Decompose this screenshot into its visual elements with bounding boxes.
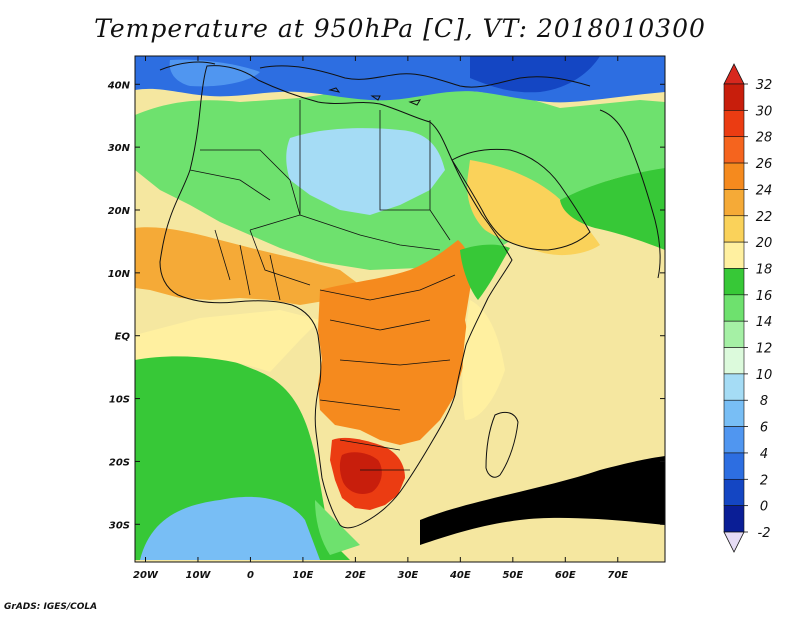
colorbar-label: 20 [756, 236, 773, 251]
colorbar-box [723, 241, 745, 269]
colorbar-box [723, 294, 745, 322]
madagascar-coastline [485, 411, 519, 478]
credit-text: GrADS: IGES/COLA [4, 602, 98, 612]
colorbar-box [723, 347, 745, 375]
lon-label: 30E [397, 570, 418, 581]
colorbar-box [723, 83, 745, 111]
colorbar-box [723, 110, 745, 138]
central-east-africa-hot-region [318, 240, 472, 445]
colorbar-label: -2 [758, 526, 771, 541]
lat-label: 40N [107, 80, 131, 91]
colorbar-bottom-arrow [723, 531, 745, 553]
colorbar-box [723, 452, 745, 480]
temperature-field [135, 56, 665, 562]
southern-ocean-green-region-east [420, 456, 665, 545]
country-borders [189, 100, 456, 471]
lon-label: 60E [555, 570, 576, 581]
iberia-cold-region [169, 59, 260, 87]
lat-label: 20N [108, 206, 131, 217]
lat-label: 10N [108, 269, 131, 280]
colorbar-box [723, 189, 745, 217]
coastlines [159, 61, 661, 529]
arabia-coastline [451, 148, 591, 251]
cape-coast-green-region [315, 500, 360, 555]
colorbar-label: 28 [756, 131, 773, 146]
colorbar-label: 32 [756, 78, 773, 93]
tropical-atlantic-region [135, 310, 320, 372]
india-coastline [599, 109, 661, 279]
colorbar-label: 22 [756, 210, 773, 225]
colorbar-label: 12 [756, 342, 773, 357]
lat-label: 30N [108, 143, 131, 154]
colorbar-boxes [723, 83, 745, 533]
lon-label: 0 [247, 570, 254, 581]
lon-label: 20W [133, 570, 159, 581]
colorbar-label: 4 [760, 447, 768, 462]
colorbar-box [723, 268, 745, 296]
arabia-warm-region [467, 160, 600, 256]
latitude-labels: 40N 30N 20N 10N EQ 10S 20S 30S [107, 80, 131, 531]
colorbar-box [723, 136, 745, 164]
colorbar-label: 14 [756, 315, 773, 330]
colorbar-label: 0 [760, 500, 768, 515]
colorbar-label: 24 [756, 183, 773, 198]
lon-label: 20E [345, 570, 366, 581]
axis-ticks [135, 56, 665, 562]
colorbar-box [723, 215, 745, 243]
colorbar-box [723, 399, 745, 427]
colorbar-box [723, 426, 745, 454]
caspian-deep-cold-region [470, 56, 600, 93]
colorbar-box [723, 505, 745, 533]
europe-coastline [159, 61, 591, 88]
south-atlantic-light-region [140, 496, 320, 560]
colorbar-label: 10 [756, 368, 773, 383]
lat-label: 20S [109, 457, 130, 468]
west-africa-warm-region [135, 227, 360, 305]
central-sahara-cold-region [286, 128, 445, 215]
lon-label: 40E [449, 570, 471, 581]
lon-label: 10E [293, 570, 314, 581]
horn-green-region [460, 244, 510, 300]
colorbar-box [723, 373, 745, 401]
africa-coastline [159, 65, 513, 529]
map-frame [134, 55, 666, 563]
indian-ocean-band-region [560, 168, 665, 250]
kalahari-core-region [339, 452, 382, 494]
colorbar-label: 26 [756, 157, 773, 172]
colorbar-top-arrow [723, 63, 745, 85]
map-title: Temperature at 950hPa [C], VT: 201801030… [94, 14, 706, 43]
colorbar-box [723, 478, 745, 506]
colorbar-label: 16 [756, 289, 773, 304]
colorbar-label: 2 [760, 473, 768, 488]
lon-label: 70E [607, 570, 628, 581]
lat-label: 10S [109, 395, 130, 406]
longitude-labels: 20W 10W 0 10E 20E 30E 40E 50E 60E 70E [133, 570, 628, 581]
colorbar-box [723, 320, 745, 348]
mediterranean-islands [328, 87, 422, 106]
colorbar-label: 8 [760, 394, 768, 409]
lon-label: 10W [185, 570, 211, 581]
lon-label: 50E [502, 570, 523, 581]
colorbar-label: 18 [756, 262, 773, 277]
colorbar-box [723, 162, 745, 190]
colorbar-label: 30 [756, 104, 773, 119]
lat-label: EQ [115, 332, 131, 343]
colorbar-label: 6 [760, 421, 768, 436]
lat-label: 30S [109, 520, 130, 531]
